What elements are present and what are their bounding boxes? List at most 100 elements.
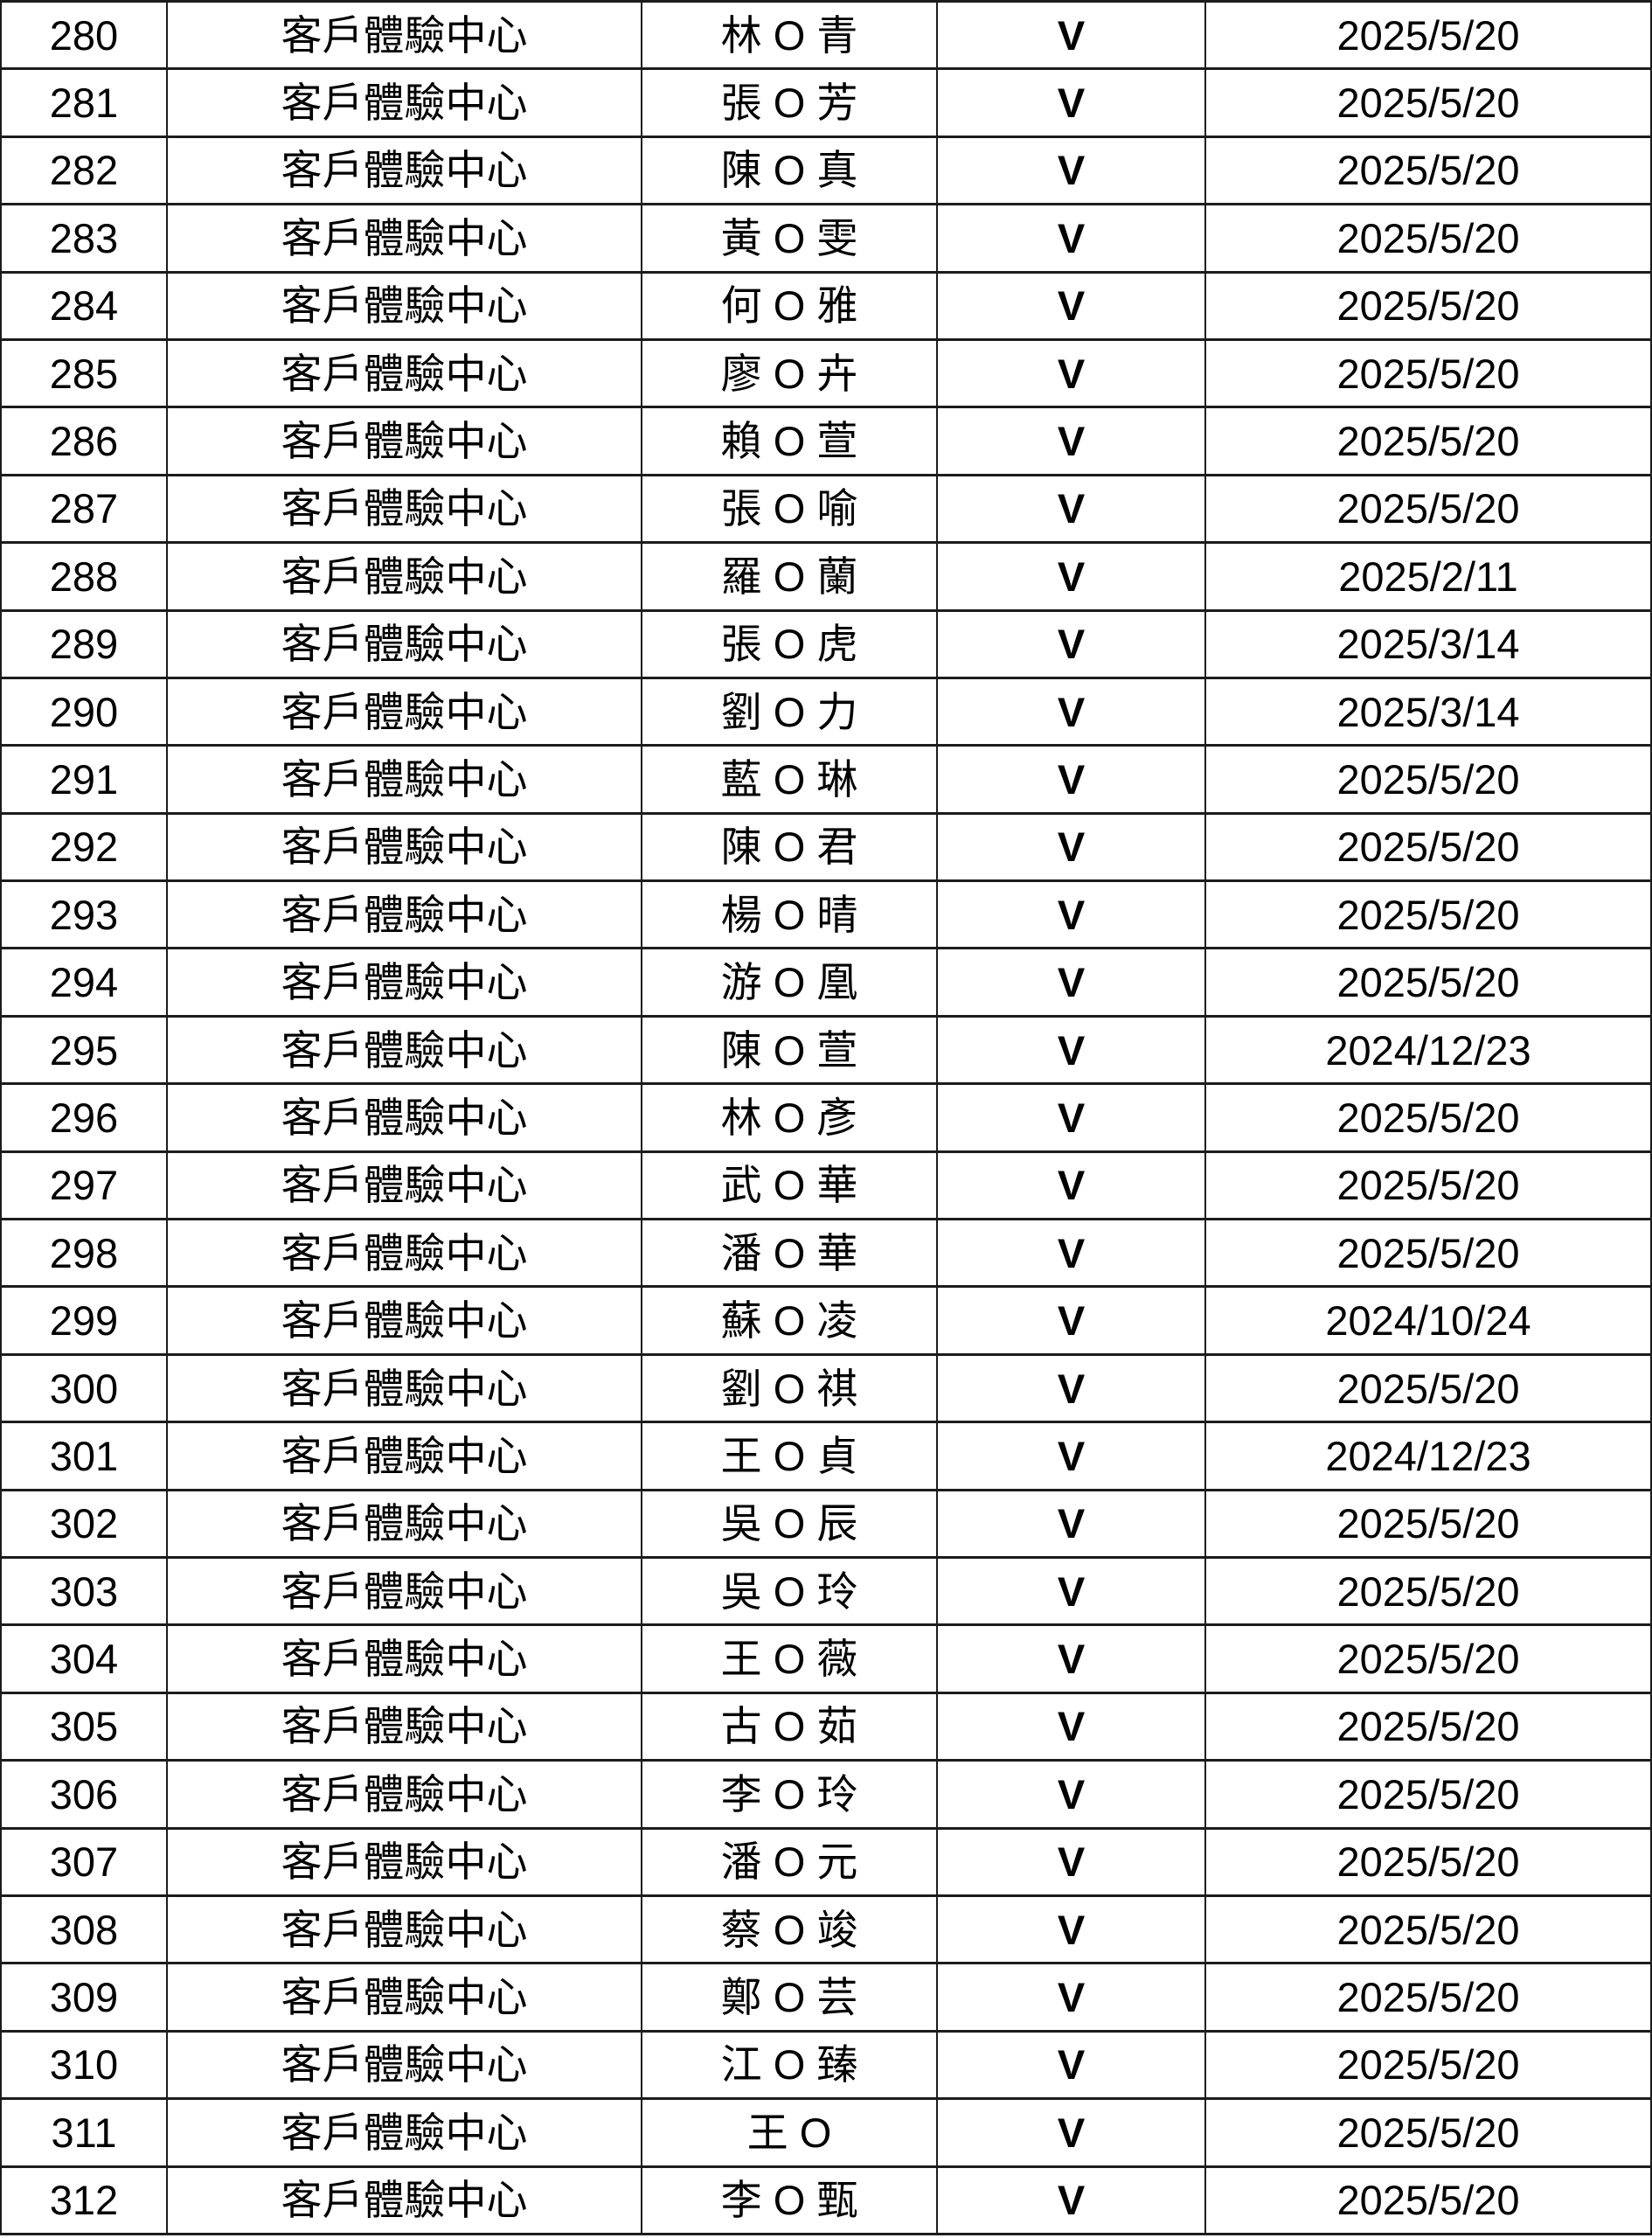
person-name-cell: 張 O 虎 <box>641 608 938 679</box>
check-mark: V <box>936 337 1206 409</box>
row-number-cell: 292 <box>0 811 168 883</box>
row-number-cell: 283 <box>0 203 168 274</box>
table-row: 299 客戶體驗中心 蘇 O 凌 V 2024/10/24 <box>0 1285 1652 1356</box>
date-cell: 2025/5/20 <box>1204 2029 1652 2101</box>
department-cell: 客戶體驗中心 <box>166 676 642 747</box>
department-cell: 客戶體驗中心 <box>166 1150 642 1221</box>
table-row: 297 客戶體驗中心 武 O 華 V 2025/5/20 <box>0 1150 1652 1221</box>
table-row: 286 客戶體驗中心 賴 O 萱 V 2025/5/20 <box>0 406 1652 476</box>
department-cell: 客戶體驗中心 <box>166 1759 642 1830</box>
department-cell: 客戶體驗中心 <box>166 1488 642 1559</box>
person-name-cell: 吳 O 玲 <box>641 1555 938 1627</box>
check-mark: V <box>936 473 1206 545</box>
check-mark: V <box>936 1488 1206 1559</box>
row-number-cell: 311 <box>0 2097 168 2168</box>
row-number-cell: 298 <box>0 1218 168 1289</box>
person-name-cell: 羅 O 蘭 <box>641 541 938 612</box>
table-row: 292 客戶體驗中心 陳 O 君 V 2025/5/20 <box>0 811 1652 883</box>
date-cell: 2025/5/20 <box>1204 1555 1652 1627</box>
department-cell: 客戶體驗中心 <box>166 1555 642 1627</box>
row-number-cell: 297 <box>0 1150 168 1221</box>
department-cell: 客戶體驗中心 <box>166 879 642 950</box>
person-name-cell: 張 O 喻 <box>641 473 938 545</box>
table-row: 284 客戶體驗中心 何 O 雅 V 2025/5/20 <box>0 270 1652 341</box>
row-number-cell: 305 <box>0 1691 168 1762</box>
date-cell: 2025/5/20 <box>1204 270 1652 341</box>
date-cell: 2025/5/20 <box>1204 1352 1652 1424</box>
person-name-cell: 楊 O 晴 <box>641 879 938 950</box>
table-row: 306 客戶體驗中心 李 O 玲 V 2025/5/20 <box>0 1759 1652 1830</box>
person-name-cell: 林 O 青 <box>641 0 938 71</box>
person-name-cell: 江 O 臻 <box>641 2029 938 2101</box>
person-name-cell: 王 O 薇 <box>641 1623 938 1694</box>
person-name-cell: 何 O 雅 <box>641 270 938 341</box>
person-name-cell: 潘 O 華 <box>641 1218 938 1289</box>
person-name-cell: 潘 O 元 <box>641 1826 938 1897</box>
check-mark: V <box>936 1150 1206 1221</box>
date-cell: 2025/5/20 <box>1204 1082 1652 1153</box>
row-number-cell: 288 <box>0 541 168 612</box>
table-row: 310 客戶體驗中心 江 O 臻 V 2025/5/20 <box>0 2029 1652 2101</box>
date-cell: 2025/5/20 <box>1204 1623 1652 1694</box>
department-cell: 客戶體驗中心 <box>166 608 642 679</box>
person-name-cell: 張 O 芳 <box>641 67 938 138</box>
row-number-cell: 303 <box>0 1555 168 1627</box>
check-mark: V <box>936 1759 1206 1830</box>
person-name-cell: 陳 O 君 <box>641 811 938 883</box>
row-number-cell: 293 <box>0 879 168 950</box>
row-number-cell: 280 <box>0 0 168 71</box>
check-mark: V <box>936 1014 1206 1086</box>
check-mark: V <box>936 406 1206 476</box>
department-cell: 客戶體驗中心 <box>166 270 642 341</box>
department-cell: 客戶體驗中心 <box>166 1014 642 1086</box>
check-mark: V <box>936 1285 1206 1356</box>
check-mark: V <box>936 1218 1206 1289</box>
row-number-cell: 306 <box>0 1759 168 1830</box>
date-cell: 2025/5/20 <box>1204 473 1652 545</box>
table-row: 303 客戶體驗中心 吳 O 玲 V 2025/5/20 <box>0 1555 1652 1627</box>
person-name-cell: 蘇 O 凌 <box>641 1285 938 1356</box>
check-mark: V <box>936 2097 1206 2168</box>
department-cell: 客戶體驗中心 <box>166 473 642 545</box>
date-cell: 2025/5/20 <box>1204 2097 1652 2168</box>
person-name-cell: 劉 O 祺 <box>641 1352 938 1424</box>
check-mark: V <box>936 947 1206 1018</box>
person-name-cell: 林 O 彥 <box>641 1082 938 1153</box>
row-number-cell: 307 <box>0 1826 168 1897</box>
check-mark: V <box>936 541 1206 612</box>
date-cell: 2025/2/11 <box>1204 541 1652 612</box>
check-mark: V <box>936 1894 1206 1965</box>
person-name-cell: 劉 O 力 <box>641 676 938 747</box>
department-cell: 客戶體驗中心 <box>166 1082 642 1153</box>
row-number-cell: 287 <box>0 473 168 545</box>
date-cell: 2024/12/23 <box>1204 1421 1652 1491</box>
row-number-cell: 281 <box>0 67 168 138</box>
date-cell: 2025/5/20 <box>1204 406 1652 476</box>
department-cell: 客戶體驗中心 <box>166 744 642 815</box>
table-row: 282 客戶體驗中心 陳 O 真 V 2025/5/20 <box>0 135 1652 206</box>
date-cell: 2025/5/20 <box>1204 2165 1652 2235</box>
department-cell: 客戶體驗中心 <box>166 67 642 138</box>
date-cell: 2025/5/20 <box>1204 0 1652 71</box>
row-number-cell: 289 <box>0 608 168 679</box>
department-cell: 客戶體驗中心 <box>166 1962 642 2033</box>
date-cell: 2025/5/20 <box>1204 879 1652 950</box>
row-number-cell: 286 <box>0 406 168 476</box>
department-cell: 客戶體驗中心 <box>166 2097 642 2168</box>
department-cell: 客戶體驗中心 <box>166 947 642 1018</box>
table-row: 287 客戶體驗中心 張 O 喻 V 2025/5/20 <box>0 473 1652 545</box>
date-cell: 2025/5/20 <box>1204 811 1652 883</box>
table-row: 288 客戶體驗中心 羅 O 蘭 V 2025/2/11 <box>0 541 1652 612</box>
person-name-cell: 游 O 凰 <box>641 947 938 1018</box>
check-mark: V <box>936 744 1206 815</box>
row-number-cell: 294 <box>0 947 168 1018</box>
date-cell: 2025/5/20 <box>1204 1691 1652 1762</box>
person-name-cell: 古 O 茹 <box>641 1691 938 1762</box>
date-cell: 2025/5/20 <box>1204 1826 1652 1897</box>
person-name-cell: 李 O 玲 <box>641 1759 938 1830</box>
department-cell: 客戶體驗中心 <box>166 1691 642 1762</box>
row-number-cell: 302 <box>0 1488 168 1559</box>
person-name-cell: 陳 O 萱 <box>641 1014 938 1086</box>
